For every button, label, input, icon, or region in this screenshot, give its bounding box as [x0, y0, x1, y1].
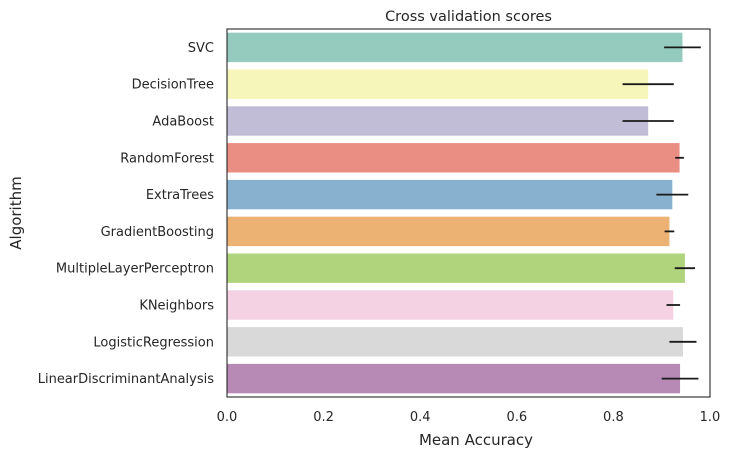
bar-randomforest [227, 143, 680, 173]
bar-gradientboosting [227, 216, 670, 247]
bar-lineardiscriminantanalysis [227, 363, 681, 394]
bar-extratrees [227, 179, 673, 210]
x-tick-label: 0.6 [506, 410, 527, 425]
y-tick-label: KNeighbors [139, 299, 214, 314]
bar-svc [227, 32, 683, 63]
x-tick-label: 0.4 [410, 410, 431, 425]
y-axis-label: Algorithm [7, 176, 25, 249]
bar-decisiontree [227, 69, 649, 99]
y-tick-labels: SVC DecisionTree AdaBoost RandomForest Extra… [38, 41, 215, 387]
x-tick-label: 1.0 [700, 410, 721, 425]
y-tick-label: AdaBoost [152, 115, 214, 130]
y-tick-label: ExtraTrees [146, 188, 214, 203]
bar-logisticregression [227, 327, 683, 357]
y-tick-label: RandomForest [120, 151, 214, 166]
bar-kneighbors [227, 290, 674, 320]
y-tick-label: LogisticRegression [93, 335, 214, 350]
y-tick-label: DecisionTree [132, 78, 214, 93]
y-tick-label: MultipleLayerPerceptron [56, 262, 214, 277]
axes-frame [226, 28, 711, 398]
x-tick-label: 0.0 [217, 410, 238, 425]
x-tick-label: 0.2 [313, 410, 334, 425]
y-tick-label: GradientBoosting [101, 225, 214, 240]
x-tick-label: 0.8 [603, 410, 624, 425]
y-tick-label: SVC [188, 41, 214, 56]
x-axis-label: Mean Accuracy [419, 431, 533, 449]
bar-multiplelayerperceptron [227, 253, 685, 283]
chart-title: Cross validation scores [385, 9, 552, 25]
bars-layer [227, 32, 685, 394]
bar-adaboost [227, 106, 649, 136]
y-tick-label: LinearDiscriminantAnalysis [38, 372, 215, 387]
x-tick-labels: 0.0 0.2 0.4 0.6 0.8 1.0 [217, 410, 721, 425]
error-bars-layer [622, 46, 701, 380]
